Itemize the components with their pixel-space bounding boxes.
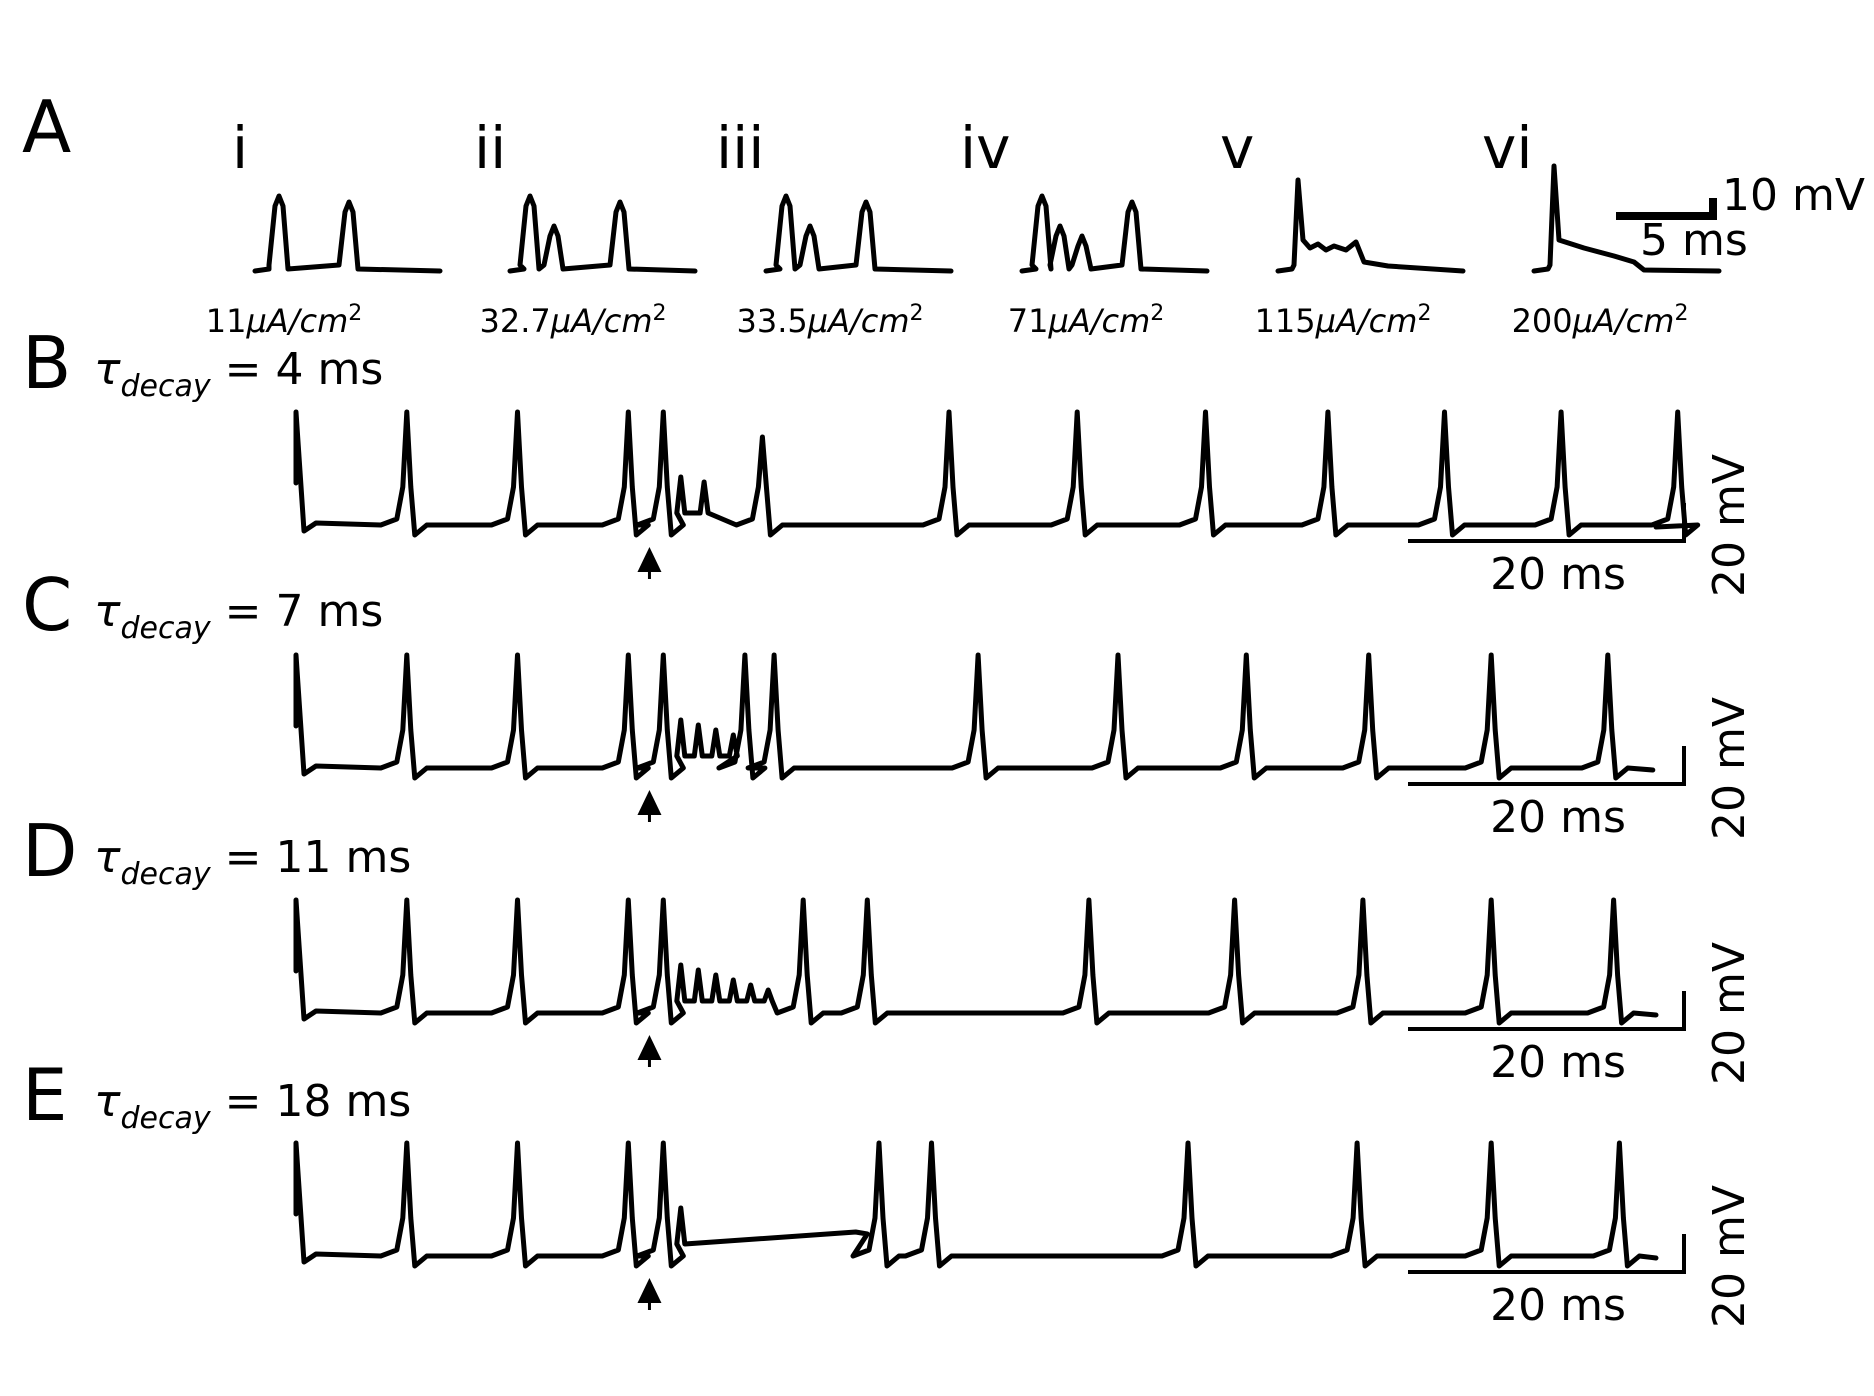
current-label: 11μA/cm2 [206, 301, 363, 340]
scalebar-v-label: 20 mV [1704, 942, 1755, 1085]
panel-label: C [22, 563, 72, 647]
tau-subscript: decay [121, 1101, 212, 1136]
subpanel-label: iv [960, 114, 1010, 182]
current-exponent: 2 [1674, 301, 1688, 326]
voltage-trace [1275, 177, 1466, 274]
subpanel-label: i [232, 114, 248, 182]
scalebar: 20 ms 20 mV [1408, 1185, 1755, 1331]
stimulus-arrow [637, 790, 662, 815]
voltage-trace [293, 897, 1659, 1026]
tau-value: = 18 ms [211, 1076, 412, 1127]
tau-label: τdecay = 7 ms [94, 586, 383, 646]
subpanel-i: i 11μA/cm2 [206, 114, 443, 340]
current-unit: μA/cm [245, 302, 348, 340]
scalebar-v-label: 10 mV [1722, 170, 1865, 221]
scalebar-v-label: 20 mV [1704, 697, 1755, 840]
stimulus-arrow [637, 1278, 662, 1303]
voltage-trace [293, 409, 1701, 538]
voltage-trace [293, 652, 1656, 781]
current-exponent: 2 [1417, 301, 1431, 326]
scalebar-v-label: 20 mV [1704, 1185, 1755, 1328]
current-unit: μA/cm [1315, 302, 1418, 340]
current-value: 33.5 [736, 302, 807, 340]
tau-value: = 11 ms [211, 832, 412, 883]
subpanel-label: vi [1482, 114, 1532, 182]
scalebar-v-label: 20 mV [1704, 454, 1755, 597]
current-label: 33.5μA/cm2 [736, 301, 923, 340]
tau-label: τdecay = 18 ms [94, 1076, 411, 1136]
current-value: 115 [1255, 302, 1316, 340]
current-unit: μA/cm [550, 302, 653, 340]
current-label: 115μA/cm2 [1255, 301, 1432, 340]
current-exponent: 2 [910, 301, 924, 326]
current-value: 11 [206, 302, 247, 340]
scalebar: 20 ms 20 mV [1408, 942, 1755, 1088]
current-value: 32.7 [479, 302, 550, 340]
subpanel-label: v [1220, 114, 1254, 182]
tau-subscript: decay [121, 369, 212, 404]
subpanel-v: v 115μA/cm2 [1220, 114, 1466, 340]
stimulus-arrow [637, 547, 662, 572]
panel-label: B [22, 321, 71, 405]
voltage-trace [293, 1140, 1659, 1269]
subpanel-label: ii [474, 114, 506, 182]
scalebar-t-label: 5 ms [1640, 215, 1748, 266]
voltage-trace [507, 193, 698, 274]
tau-symbol: τ [94, 1076, 121, 1127]
panel-label: E [22, 1053, 68, 1137]
tau-label: τdecay = 4 ms [94, 344, 383, 404]
tau-value: = 7 ms [211, 586, 384, 637]
stimulus-arrow [637, 1035, 662, 1060]
scalebar-t-label: 20 ms [1490, 1037, 1626, 1088]
voltage-trace [763, 193, 954, 274]
scalebar: 20 ms 20 mV [1408, 454, 1755, 600]
current-exponent: 2 [348, 301, 362, 326]
current-exponent: 2 [653, 301, 667, 326]
current-value: 71 [1008, 302, 1049, 340]
tau-label: τdecay = 11 ms [94, 832, 411, 892]
tau-symbol: τ [94, 832, 121, 883]
current-label: 200μA/cm2 [1512, 301, 1689, 340]
current-exponent: 2 [1150, 301, 1164, 326]
tau-symbol: τ [94, 586, 121, 637]
tau-subscript: decay [121, 857, 212, 892]
subpanel-iii: iii 33.5μA/cm2 [716, 114, 954, 340]
subpanel-vi: vi 200μA/cm2 [1482, 114, 1722, 340]
subpanel-label: iii [716, 114, 764, 182]
scalebar-t-label: 20 ms [1490, 792, 1626, 843]
scalebar-t-label: 20 ms [1490, 1280, 1626, 1331]
current-label: 32.7μA/cm2 [479, 301, 666, 340]
voltage-trace [252, 193, 443, 274]
panel-label-a: A [22, 85, 71, 169]
current-unit: μA/cm [1572, 302, 1675, 340]
panel-label: D [22, 809, 77, 893]
current-unit: μA/cm [807, 302, 910, 340]
voltage-trace [1019, 193, 1210, 274]
subpanel-iv: iv 71μA/cm2 [960, 114, 1210, 340]
scalebar-t-label: 20 ms [1490, 549, 1626, 600]
tau-subscript: decay [121, 611, 212, 646]
scalebar-a: 10 mV5 ms [1616, 170, 1865, 266]
current-label: 71μA/cm2 [1008, 301, 1165, 340]
tau-symbol: τ [94, 344, 121, 395]
subpanel-ii: ii 32.7μA/cm2 [474, 114, 698, 340]
scalebar: 20 ms 20 mV [1408, 697, 1755, 843]
voltage-trace [1531, 163, 1722, 274]
tau-value: = 4 ms [211, 344, 384, 395]
current-unit: μA/cm [1047, 302, 1150, 340]
current-value: 200 [1512, 302, 1573, 340]
